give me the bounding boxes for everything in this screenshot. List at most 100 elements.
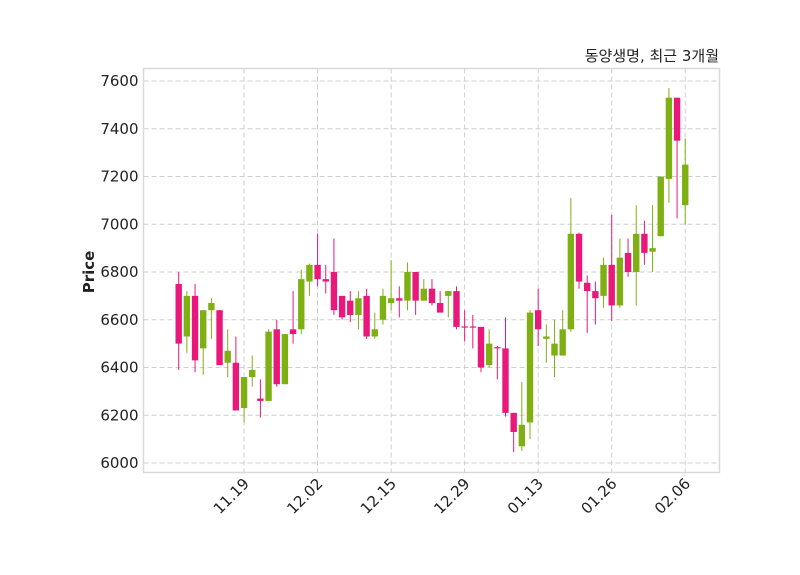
candle-body xyxy=(526,312,534,423)
candle-down xyxy=(461,310,468,342)
y-tick-label: 7000 xyxy=(100,215,138,233)
candle-up xyxy=(240,377,248,423)
candle-body xyxy=(265,331,272,401)
candle-down xyxy=(314,233,321,287)
candle-down xyxy=(584,275,591,333)
candle-down xyxy=(469,314,477,349)
candle-down xyxy=(592,281,599,325)
candle-up xyxy=(567,197,575,332)
candle-up xyxy=(633,205,640,306)
candle-up xyxy=(485,329,493,368)
candle-body xyxy=(387,298,395,304)
candle-down xyxy=(453,286,460,330)
candle-up xyxy=(404,262,411,311)
candle-up xyxy=(526,310,534,440)
candle-body xyxy=(600,264,607,296)
candle-body xyxy=(322,279,329,282)
candle-down xyxy=(396,286,403,318)
candle-down xyxy=(191,283,199,373)
x-tick-label: 02.06 xyxy=(651,475,694,518)
y-tick-label: 6400 xyxy=(100,359,138,377)
candle-down xyxy=(257,379,264,418)
candle-body xyxy=(404,272,411,301)
candle-down xyxy=(322,264,329,294)
candle-body xyxy=(624,252,632,272)
candle-down xyxy=(289,291,297,344)
y-tick-label: 6600 xyxy=(100,311,138,329)
candle-body xyxy=(224,350,231,363)
candle-up xyxy=(208,298,215,339)
y-tick-label: 7600 xyxy=(100,72,138,90)
candle-down xyxy=(216,310,223,366)
candle-body xyxy=(216,310,223,366)
candle-body xyxy=(420,288,427,301)
candle-body xyxy=(469,326,477,328)
candle-down xyxy=(641,220,648,265)
candle-body xyxy=(306,264,313,282)
candle-down xyxy=(608,214,615,321)
candle-body xyxy=(257,398,264,401)
candle-down xyxy=(436,291,444,313)
candle-body xyxy=(616,257,624,306)
candle-up xyxy=(649,205,656,272)
candle-body xyxy=(534,310,542,330)
candle-body xyxy=(502,348,509,413)
candle-body xyxy=(191,295,199,361)
candle-body xyxy=(657,176,664,237)
candle-up xyxy=(200,310,207,375)
x-tick-label: 12.15 xyxy=(357,475,400,518)
candle-down xyxy=(428,279,436,306)
candle-up xyxy=(281,334,289,385)
x-tick-label: 12.29 xyxy=(430,475,473,518)
candle-body xyxy=(551,343,558,356)
x-tick-label: 01.13 xyxy=(504,475,547,518)
candle-body xyxy=(453,291,460,327)
candle-body xyxy=(641,233,648,253)
x-tick-label: 11.19 xyxy=(210,475,253,518)
candle-up xyxy=(445,291,452,318)
candle-up xyxy=(543,324,550,363)
candle-body xyxy=(567,233,575,330)
candle-up xyxy=(379,288,387,325)
x-axis: 11.19 12.02 12.15 12.29 01.13 01.26 02.06 xyxy=(210,475,694,518)
candle-body xyxy=(249,369,256,378)
candle-body xyxy=(363,295,370,337)
candle-body xyxy=(649,248,656,252)
candle-body xyxy=(338,295,346,318)
candle-down xyxy=(363,288,370,339)
candle-down xyxy=(330,238,338,315)
candle-down xyxy=(347,291,354,323)
candle-up xyxy=(657,176,664,237)
candle-body xyxy=(355,298,362,315)
candle-down xyxy=(534,288,542,347)
candle-body xyxy=(543,336,550,339)
x-tick-label: 01.26 xyxy=(577,475,620,518)
candle-body xyxy=(273,329,280,385)
candle-up xyxy=(265,329,272,401)
grid xyxy=(143,68,720,473)
candle-up xyxy=(306,263,313,296)
y-tick-label: 7400 xyxy=(100,120,138,138)
candle-body xyxy=(592,291,599,299)
candle-body xyxy=(175,283,182,344)
candle-body xyxy=(428,288,436,304)
candle-body xyxy=(559,329,566,356)
candle-up xyxy=(224,329,231,378)
candle-up xyxy=(183,291,191,354)
candle-body xyxy=(436,303,444,313)
candle-body xyxy=(208,303,215,311)
candle-body xyxy=(608,264,615,306)
candle-body xyxy=(633,233,640,272)
candle-body xyxy=(200,310,207,349)
candle-body xyxy=(183,295,191,337)
candle-up xyxy=(665,88,673,203)
candle-body xyxy=(240,377,248,409)
candle-down xyxy=(494,346,501,380)
candle-body xyxy=(673,97,681,141)
candle-up xyxy=(420,279,427,301)
candle-body xyxy=(281,334,289,385)
candle-body xyxy=(412,272,419,301)
candle-body xyxy=(379,295,387,320)
y-axis-label: Price xyxy=(80,251,98,294)
candle-down xyxy=(412,272,419,315)
